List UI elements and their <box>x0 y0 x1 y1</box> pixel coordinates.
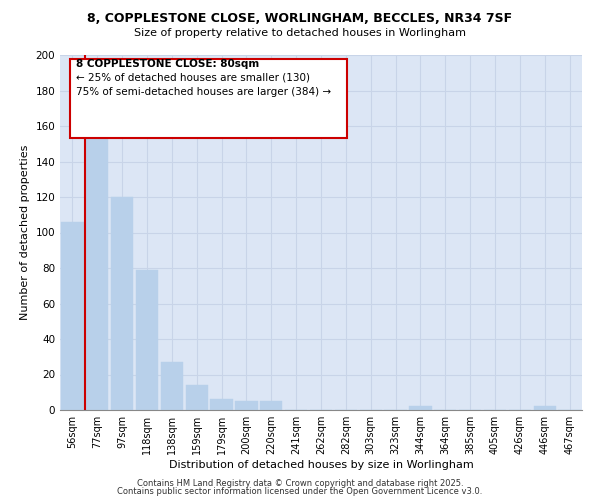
Bar <box>185 385 208 410</box>
Bar <box>211 400 233 410</box>
Bar <box>61 222 83 410</box>
Bar <box>409 406 431 410</box>
Bar <box>235 401 257 410</box>
Bar <box>86 135 109 410</box>
Text: Size of property relative to detached houses in Worlingham: Size of property relative to detached ho… <box>134 28 466 38</box>
Text: Contains HM Land Registry data © Crown copyright and database right 2025.: Contains HM Land Registry data © Crown c… <box>137 478 463 488</box>
Text: Contains public sector information licensed under the Open Government Licence v3: Contains public sector information licen… <box>118 487 482 496</box>
Y-axis label: Number of detached properties: Number of detached properties <box>20 145 30 320</box>
Bar <box>260 401 283 410</box>
Bar <box>161 362 183 410</box>
FancyBboxPatch shape <box>70 58 347 138</box>
Bar <box>136 270 158 410</box>
Bar <box>111 197 133 410</box>
Text: 8 COPPLESTONE CLOSE: 80sqm: 8 COPPLESTONE CLOSE: 80sqm <box>76 59 259 69</box>
Bar <box>533 406 556 410</box>
X-axis label: Distribution of detached houses by size in Worlingham: Distribution of detached houses by size … <box>169 460 473 470</box>
Text: ← 25% of detached houses are smaller (130)
75% of semi-detached houses are large: ← 25% of detached houses are smaller (13… <box>76 59 331 97</box>
Text: 8, COPPLESTONE CLOSE, WORLINGHAM, BECCLES, NR34 7SF: 8, COPPLESTONE CLOSE, WORLINGHAM, BECCLE… <box>88 12 512 26</box>
